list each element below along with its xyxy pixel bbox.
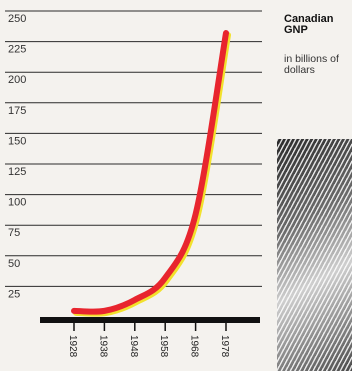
cable-strands-photo bbox=[277, 139, 352, 371]
x-tick-label-1948: 1948 bbox=[128, 335, 139, 358]
y-tick-label-250: 250 bbox=[8, 13, 26, 25]
x-axis-tick-marks-and-labels: 1928 1938 1948 1958 1968 1978 bbox=[67, 323, 230, 358]
x-tick-label-1938: 1938 bbox=[97, 335, 108, 358]
x-axis-baseline bbox=[40, 317, 260, 323]
x-tick-label-1978: 1978 bbox=[219, 335, 230, 358]
y-tick-label-75: 75 bbox=[8, 227, 20, 239]
x-tick-label-1928: 1928 bbox=[67, 335, 78, 358]
y-tick-label-175: 175 bbox=[8, 105, 26, 117]
y-tick-label-150: 150 bbox=[8, 135, 26, 147]
y-axis-tick-labels: 25 50 75 100 125 150 175 200 225 250 bbox=[8, 13, 26, 300]
y-tick-label-25: 25 bbox=[8, 288, 20, 300]
chart-subtitle: in billions of dollars bbox=[284, 53, 339, 76]
y-tick-label-50: 50 bbox=[8, 258, 20, 270]
y-tick-label-125: 125 bbox=[8, 166, 26, 178]
y-tick-label-225: 225 bbox=[8, 44, 26, 56]
horizontal-gridlines bbox=[5, 10, 262, 287]
gnp-line bbox=[71, 30, 229, 315]
x-tick-label-1968: 1968 bbox=[189, 335, 200, 358]
y-tick-label-200: 200 bbox=[8, 74, 26, 86]
x-tick-label-1958: 1958 bbox=[158, 335, 169, 358]
chart-title: Canadian GNP bbox=[284, 13, 334, 36]
y-tick-label-100: 100 bbox=[8, 197, 26, 209]
